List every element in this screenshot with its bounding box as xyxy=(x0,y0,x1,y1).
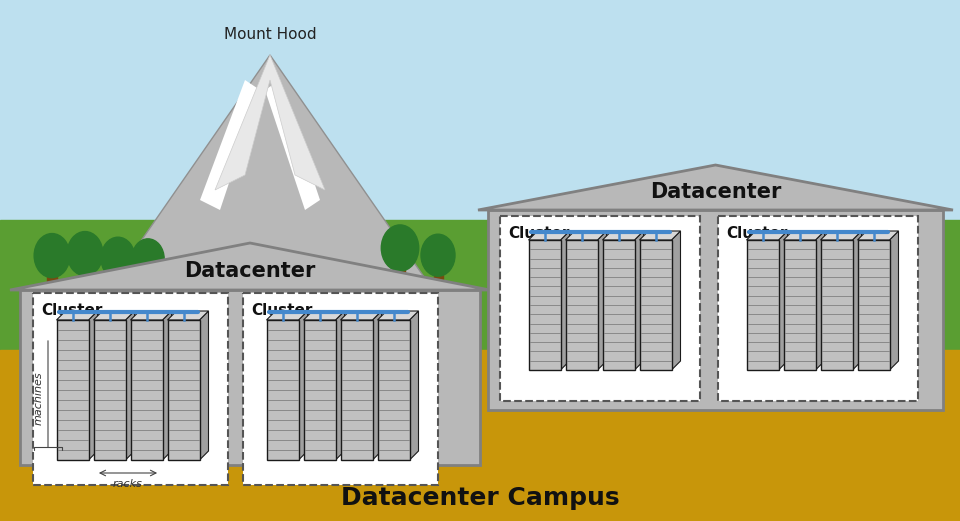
Polygon shape xyxy=(267,311,307,320)
Polygon shape xyxy=(671,231,681,370)
Bar xyxy=(603,240,635,370)
Polygon shape xyxy=(341,311,381,320)
Ellipse shape xyxy=(381,225,419,271)
Polygon shape xyxy=(10,243,490,290)
Polygon shape xyxy=(303,311,345,320)
Polygon shape xyxy=(890,231,899,370)
Bar xyxy=(718,216,918,401)
Polygon shape xyxy=(162,311,172,460)
Text: machines: machines xyxy=(34,372,44,426)
Bar xyxy=(57,320,88,460)
Bar xyxy=(488,210,943,410)
Polygon shape xyxy=(372,311,381,460)
Ellipse shape xyxy=(67,231,103,276)
Polygon shape xyxy=(131,311,172,320)
Polygon shape xyxy=(57,311,98,320)
Text: Mount Hood: Mount Hood xyxy=(224,27,316,42)
Ellipse shape xyxy=(132,239,164,279)
Text: Cluster: Cluster xyxy=(251,303,312,318)
Polygon shape xyxy=(821,231,861,240)
Polygon shape xyxy=(561,231,569,370)
Bar xyxy=(113,275,123,310)
Polygon shape xyxy=(857,231,899,240)
Polygon shape xyxy=(603,231,643,240)
Bar xyxy=(565,240,597,370)
Text: racks: racks xyxy=(113,479,143,489)
Bar xyxy=(144,275,153,308)
Bar xyxy=(783,240,815,370)
Bar xyxy=(20,290,480,465)
Polygon shape xyxy=(200,80,260,210)
Text: Cluster: Cluster xyxy=(41,303,103,318)
Polygon shape xyxy=(747,231,787,240)
Bar xyxy=(434,272,443,307)
Bar xyxy=(93,320,126,460)
Bar xyxy=(377,320,410,460)
Polygon shape xyxy=(565,231,607,240)
Bar xyxy=(47,273,57,310)
Polygon shape xyxy=(529,231,569,240)
Bar xyxy=(243,293,438,485)
Bar xyxy=(821,240,852,370)
Polygon shape xyxy=(779,231,787,370)
Bar xyxy=(857,240,890,370)
Polygon shape xyxy=(783,231,825,240)
Bar xyxy=(529,240,561,370)
Ellipse shape xyxy=(421,234,455,276)
Bar xyxy=(639,240,671,370)
Polygon shape xyxy=(852,231,861,370)
Bar xyxy=(500,216,700,401)
Polygon shape xyxy=(377,311,419,320)
Polygon shape xyxy=(597,231,607,370)
Polygon shape xyxy=(167,311,208,320)
Text: Cluster: Cluster xyxy=(726,226,787,241)
Bar xyxy=(341,320,372,460)
Polygon shape xyxy=(335,311,345,460)
Text: Cluster: Cluster xyxy=(508,226,569,241)
Ellipse shape xyxy=(101,237,135,279)
Polygon shape xyxy=(126,311,134,460)
Polygon shape xyxy=(265,80,320,210)
Text: Datacenter: Datacenter xyxy=(184,261,316,281)
Polygon shape xyxy=(100,55,440,300)
Text: Datacenter Campus: Datacenter Campus xyxy=(341,486,619,510)
Text: Datacenter: Datacenter xyxy=(650,182,781,202)
Bar xyxy=(81,271,89,308)
Bar xyxy=(396,267,405,305)
Bar xyxy=(0,220,960,350)
Bar xyxy=(267,320,299,460)
Ellipse shape xyxy=(35,233,70,278)
Polygon shape xyxy=(639,231,681,240)
Polygon shape xyxy=(88,311,98,460)
Bar xyxy=(0,350,960,521)
Polygon shape xyxy=(299,311,307,460)
Polygon shape xyxy=(478,165,953,210)
Bar xyxy=(131,320,162,460)
Bar xyxy=(303,320,335,460)
Bar xyxy=(0,0,960,290)
Polygon shape xyxy=(200,311,208,460)
Polygon shape xyxy=(815,231,825,370)
Polygon shape xyxy=(93,311,134,320)
Bar xyxy=(747,240,779,370)
Bar xyxy=(33,293,228,485)
Bar xyxy=(167,320,200,460)
Polygon shape xyxy=(215,55,325,190)
Polygon shape xyxy=(635,231,643,370)
Polygon shape xyxy=(410,311,419,460)
